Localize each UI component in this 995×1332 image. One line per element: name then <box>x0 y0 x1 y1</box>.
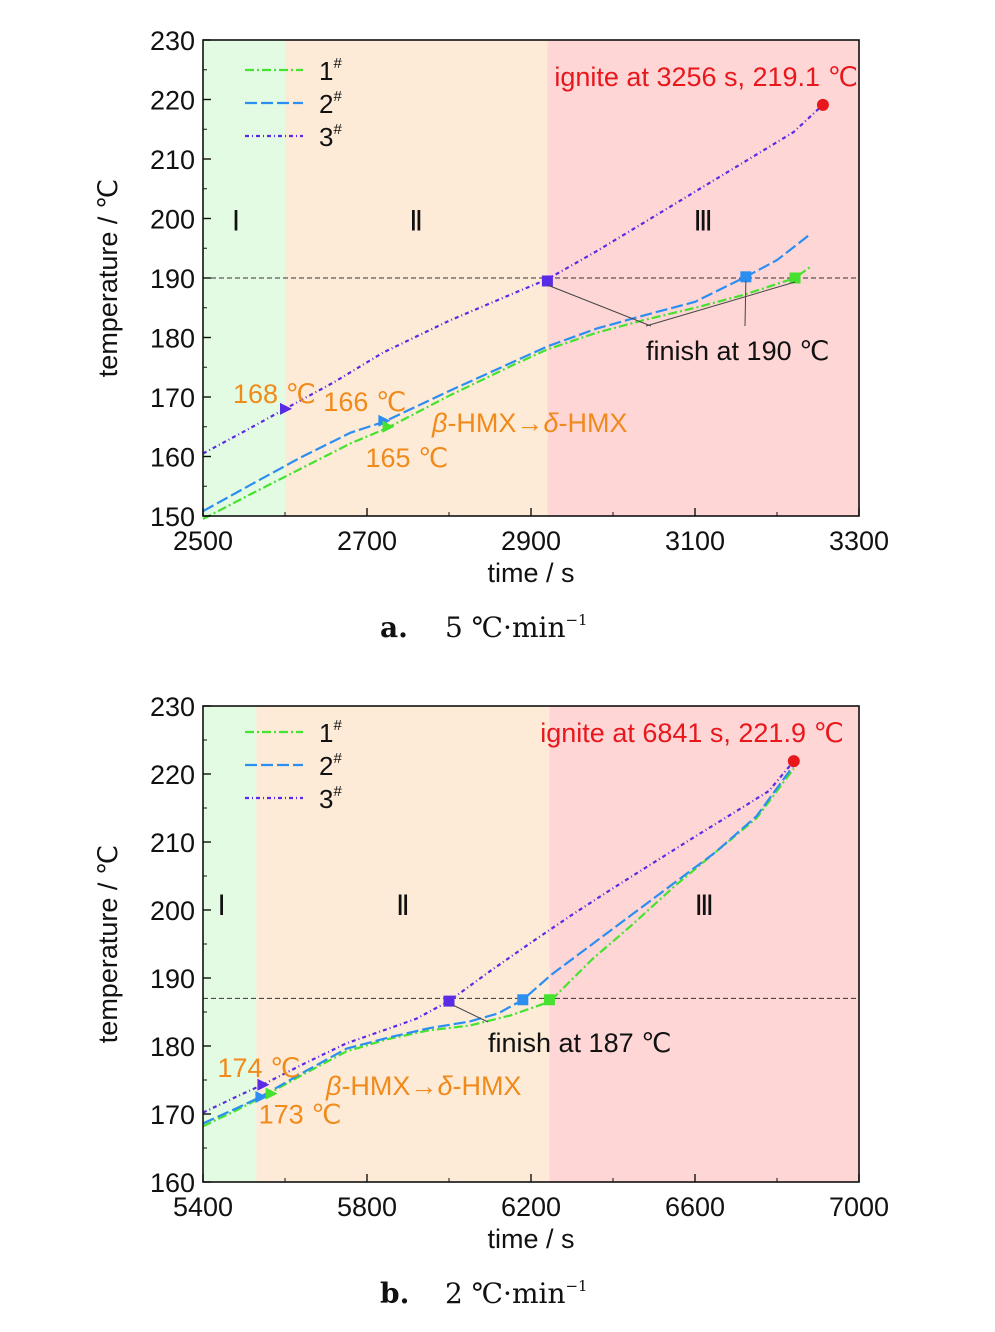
x-axis-label: time / s <box>487 558 574 588</box>
y-tick-label: 200 <box>150 896 195 926</box>
y-tick-label: 170 <box>150 1100 195 1130</box>
region-label: Ⅰ <box>218 890 226 921</box>
finish-leader <box>547 284 652 327</box>
ignition-marker <box>816 98 829 111</box>
transition-label: 165 ℃ <box>366 443 449 473</box>
finish-marker <box>541 275 553 287</box>
finish-label: finish at 187 ℃ <box>488 1028 671 1058</box>
finish-leader <box>645 281 796 327</box>
region-label: Ⅲ <box>694 206 713 237</box>
transition-label: 173 ℃ <box>259 1100 342 1130</box>
caption: a. 5 ℃·min−1 <box>380 611 588 644</box>
region-label: Ⅱ <box>396 890 410 921</box>
y-tick-label: 160 <box>150 1168 195 1198</box>
x-tick-label: 2700 <box>337 526 397 556</box>
transition-marker <box>280 402 292 415</box>
phase-transition-label: β-HMX→δ-HMX <box>431 408 627 438</box>
region-1 <box>203 706 257 1182</box>
x-tick-label: 5400 <box>173 1192 233 1222</box>
series-line-2 <box>202 233 811 513</box>
legend-label-1: 1# <box>319 717 342 748</box>
finish-marker <box>517 994 529 1006</box>
series-line-3 <box>202 104 824 455</box>
x-tick-label: 3100 <box>665 526 725 556</box>
transition-marker <box>255 1091 268 1103</box>
legend-label-1: 1# <box>319 55 342 86</box>
region-2 <box>256 706 550 1182</box>
y-tick-label: 170 <box>150 383 195 413</box>
y-axis-label: temperature / ℃ <box>93 179 123 377</box>
y-tick-label: 200 <box>150 205 195 235</box>
finish-marker <box>443 995 455 1007</box>
ignition-label: ignite at 6841 s, 221.9 ℃ <box>540 718 844 748</box>
legend-label-3: 3# <box>319 783 342 814</box>
series-line-2 <box>202 764 795 1125</box>
y-tick-label: 190 <box>150 964 195 994</box>
y-tick-label: 190 <box>150 264 195 294</box>
phase-transition-label: β-HMX→δ-HMX <box>325 1071 521 1101</box>
transition-marker <box>378 414 391 427</box>
region-label: Ⅰ <box>232 206 240 237</box>
x-axis-label: time / s <box>487 1224 574 1254</box>
x-tick-label: 2500 <box>173 526 233 556</box>
region-3 <box>549 706 859 1182</box>
y-tick-label: 180 <box>150 1032 195 1062</box>
transition-marker <box>257 1078 270 1091</box>
x-tick-label: 5800 <box>337 1192 397 1222</box>
finish-marker <box>789 272 801 284</box>
finish-leader <box>452 1004 489 1023</box>
x-tick-label: 7000 <box>829 1192 889 1222</box>
x-tick-label: 2900 <box>501 526 561 556</box>
y-tick-label: 230 <box>150 26 195 56</box>
series-line-1 <box>202 767 795 1128</box>
transition-marker <box>382 420 395 433</box>
y-axis-label: temperature / ℃ <box>93 845 123 1043</box>
transition-label: 174 ℃ <box>217 1053 300 1083</box>
ignition-marker <box>787 755 800 768</box>
finish-label: finish at 190 ℃ <box>646 336 829 366</box>
legend-label-2: 2# <box>319 750 342 781</box>
series-line-1 <box>202 266 811 520</box>
region-label: Ⅱ <box>409 206 423 237</box>
x-tick-label: 3300 <box>829 526 889 556</box>
finish-leader <box>744 280 747 327</box>
transition-marker <box>265 1087 278 1100</box>
y-tick-label: 220 <box>150 760 195 790</box>
y-tick-label: 180 <box>150 324 195 354</box>
y-tick-label: 220 <box>150 86 195 116</box>
y-tick-label: 150 <box>150 502 195 532</box>
finish-marker <box>543 994 555 1006</box>
legend-label-3: 3# <box>319 121 342 152</box>
legend-label-2: 2# <box>319 88 342 119</box>
y-tick-label: 210 <box>150 145 195 175</box>
transition-label: 168 ℃ <box>233 379 316 409</box>
y-tick-label: 230 <box>150 692 195 722</box>
ignition-label: ignite at 3256 s, 219.1 ℃ <box>554 62 858 92</box>
y-tick-label: 210 <box>150 828 195 858</box>
caption: b. 2 ℃·min−1 <box>380 1277 588 1310</box>
transition-label: 166 ℃ <box>323 387 406 417</box>
x-tick-label: 6200 <box>501 1192 561 1222</box>
x-tick-label: 6600 <box>665 1192 725 1222</box>
series-line-3 <box>202 760 795 1114</box>
finish-marker <box>740 271 752 283</box>
y-tick-label: 160 <box>150 443 195 473</box>
region-label: Ⅲ <box>695 890 714 921</box>
